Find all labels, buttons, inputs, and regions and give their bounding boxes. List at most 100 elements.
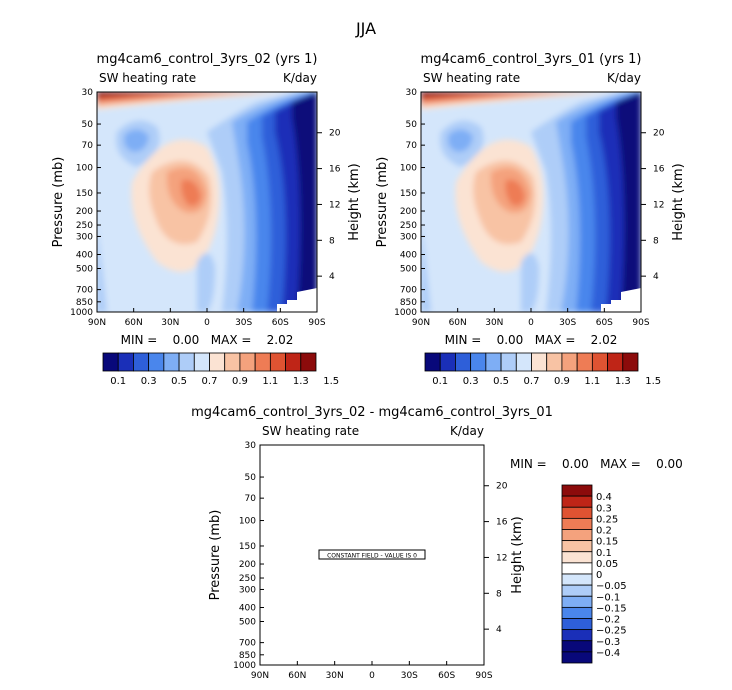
panel-a-field bbox=[97, 92, 317, 312]
y-tick-label: 850 bbox=[76, 298, 93, 308]
y-tick-label: 30 bbox=[245, 441, 257, 451]
colorbar-swatch bbox=[531, 352, 548, 372]
colorbar-label: −0.3 bbox=[596, 637, 620, 648]
colorbar-swatch bbox=[546, 352, 563, 372]
colorbar-label: 0.05 bbox=[596, 559, 618, 570]
x-tick-label: 60N bbox=[449, 318, 467, 328]
y-tick-label: 400 bbox=[400, 251, 417, 261]
colorbar-swatch bbox=[561, 551, 593, 564]
colorbar-label: 0.2 bbox=[596, 526, 612, 537]
panel-b-left-string: SW heating rate bbox=[423, 71, 520, 85]
colorbar-swatch bbox=[209, 352, 226, 372]
colorbar-label: −0.4 bbox=[596, 648, 620, 659]
colorbar-swatch bbox=[102, 352, 119, 372]
y-tick-label: 30 bbox=[406, 88, 418, 98]
colorbar-label: −0.1 bbox=[596, 592, 620, 603]
x-tick-label: 90S bbox=[475, 671, 492, 681]
colorbar-swatch bbox=[622, 352, 639, 372]
colorbar-swatch bbox=[424, 352, 441, 372]
y-tick-label: 100 bbox=[76, 164, 93, 174]
panel-c-right-string: K/day bbox=[450, 424, 484, 438]
colorbar-swatch bbox=[591, 352, 608, 372]
y-tick-label: 700 bbox=[400, 286, 417, 296]
y-tick-label: 150 bbox=[400, 189, 417, 199]
colorbar-label: 0.9 bbox=[554, 376, 570, 387]
y-tick-label: 500 bbox=[76, 265, 93, 275]
panel-b-field bbox=[421, 92, 641, 312]
panel-b: mg4cam6_control_3yrs_01 (yrs 1) SW heati… bbox=[375, 52, 686, 387]
panel-b-right-string: K/day bbox=[607, 71, 641, 85]
colorbar-swatch bbox=[561, 629, 593, 642]
colorbar-label: 0.3 bbox=[141, 376, 157, 387]
y-tick-label: 700 bbox=[76, 286, 93, 296]
y2-tick-label: 16 bbox=[496, 518, 508, 528]
colorbar-swatch bbox=[561, 517, 593, 530]
colorbar-label: 0.25 bbox=[596, 514, 618, 525]
x-tick-label: 90N bbox=[251, 671, 269, 681]
y2-tick-label: 20 bbox=[653, 129, 665, 139]
x-tick-label: 60S bbox=[272, 318, 289, 328]
colorbar-label: 1.3 bbox=[293, 376, 309, 387]
colorbar-swatch bbox=[133, 352, 150, 372]
y2-tick-label: 16 bbox=[653, 165, 665, 175]
colorbar-label: 0.1 bbox=[596, 548, 612, 559]
y-tick-label: 50 bbox=[82, 120, 94, 130]
colorbar-label: 0.15 bbox=[596, 537, 618, 548]
colorbar-swatch bbox=[455, 352, 472, 372]
colorbar-swatch bbox=[561, 618, 593, 631]
panel-c-y2label: Height (km) bbox=[510, 516, 525, 593]
colorbar-swatch bbox=[561, 562, 593, 575]
y-tick-label: 250 bbox=[239, 574, 256, 584]
panel-b-y2label: Height (km) bbox=[671, 163, 686, 240]
colorbar-swatch bbox=[470, 352, 487, 372]
y-tick-label: 850 bbox=[239, 651, 256, 661]
colorbar-label: 1.3 bbox=[615, 376, 631, 387]
colorbar-label: 0.4 bbox=[596, 492, 612, 503]
x-tick-label: 30S bbox=[401, 671, 418, 681]
panel-c-annotation: CONSTANT FIELD - VALUE IS 0 bbox=[327, 553, 417, 560]
colorbar-swatch bbox=[254, 352, 271, 372]
panel-c-ylabel: Pressure (mb) bbox=[208, 510, 223, 601]
colorbar-swatch bbox=[561, 640, 593, 653]
y2-tick-label: 8 bbox=[329, 236, 335, 246]
y-tick-label: 100 bbox=[400, 164, 417, 174]
x-tick-label: 60N bbox=[288, 671, 306, 681]
panel-a-left-string: SW heating rate bbox=[99, 71, 196, 85]
y-tick-label: 70 bbox=[406, 141, 418, 151]
y-tick-label: 150 bbox=[239, 542, 256, 552]
y2-tick-label: 20 bbox=[496, 482, 508, 492]
panel-b-colorbar: 0.1 0.3 0.5 0.7 0.9 1.1 1.3 1.5 bbox=[424, 352, 661, 387]
colorbar-label: 0.5 bbox=[493, 376, 509, 387]
colorbar-swatch bbox=[561, 584, 593, 597]
colorbar-swatch bbox=[561, 529, 593, 542]
y-tick-label: 200 bbox=[400, 207, 417, 217]
y-tick-label: 300 bbox=[400, 232, 417, 242]
y2-tick-label: 16 bbox=[329, 165, 341, 175]
colorbar-swatch bbox=[500, 352, 517, 372]
colorbar-swatch bbox=[485, 352, 502, 372]
panel-c-colorbar: 0.40.30.250.20.150.10.050−0.05−0.1−0.15−… bbox=[561, 484, 627, 664]
panel-a: mg4cam6_control_3yrs_02 (yrs 1) SW heati… bbox=[51, 52, 362, 387]
y-tick-label: 70 bbox=[245, 494, 257, 504]
x-tick-label: 60S bbox=[438, 671, 455, 681]
x-tick-label: 30S bbox=[235, 318, 252, 328]
y-tick-label: 30 bbox=[82, 88, 94, 98]
x-tick-label: 90S bbox=[308, 318, 325, 328]
y-tick-label: 150 bbox=[76, 189, 93, 199]
y2-tick-label: 12 bbox=[329, 200, 340, 210]
y-tick-label: 1000 bbox=[394, 308, 417, 318]
colorbar-swatch bbox=[117, 352, 134, 372]
colorbar-swatch bbox=[300, 352, 317, 372]
y2-tick-label: 4 bbox=[496, 625, 502, 635]
colorbar-swatch bbox=[607, 352, 624, 372]
y-tick-label: 300 bbox=[239, 585, 256, 595]
colorbar-swatch bbox=[148, 352, 165, 372]
y2-tick-label: 12 bbox=[653, 200, 664, 210]
colorbar-swatch bbox=[561, 651, 593, 664]
y-tick-label: 500 bbox=[400, 265, 417, 275]
colorbar-swatch bbox=[515, 352, 532, 372]
y-tick-label: 1000 bbox=[233, 661, 256, 671]
y2-tick-label: 12 bbox=[496, 553, 507, 563]
colorbar-label: 1.1 bbox=[584, 376, 600, 387]
